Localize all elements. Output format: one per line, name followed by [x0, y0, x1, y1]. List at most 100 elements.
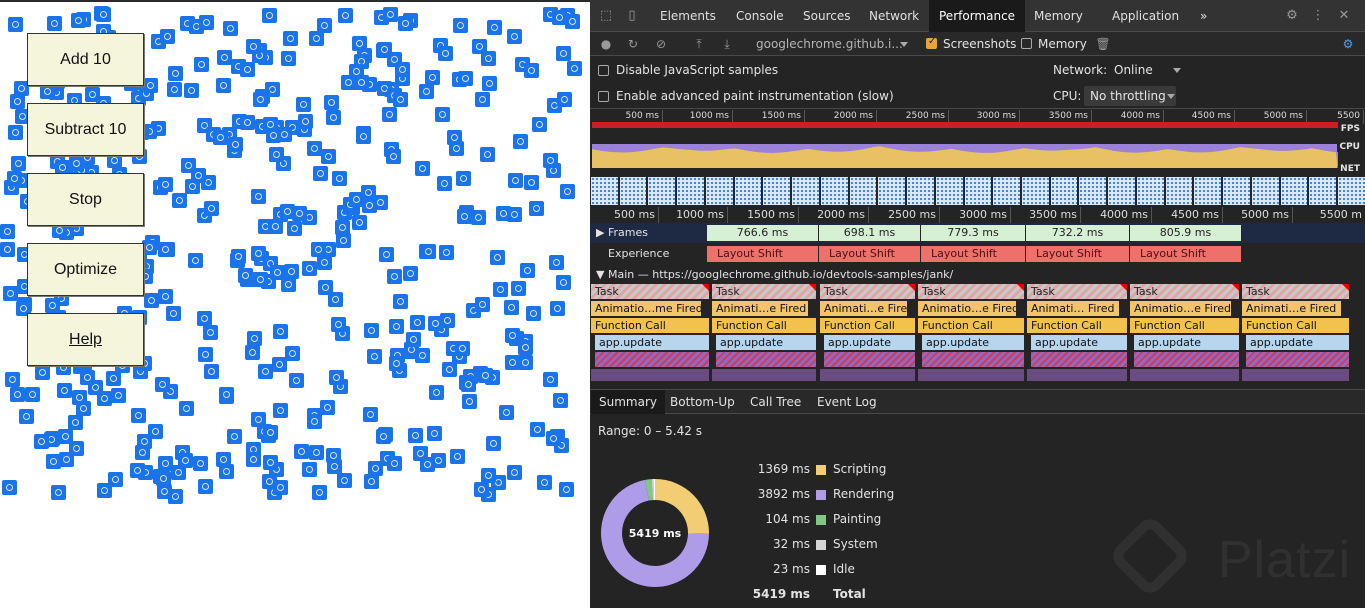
app-update-block[interactable]: app.update — [716, 335, 817, 350]
screenshot-thumbnail[interactable] — [907, 177, 934, 205]
screenshot-thumbnail[interactable] — [993, 177, 1021, 205]
screenshot-thumbnail[interactable] — [763, 177, 791, 205]
screenshot-thumbnail[interactable] — [935, 177, 963, 205]
tab-sources[interactable]: Sources — [803, 9, 851, 23]
screenshot-thumbnail[interactable] — [1079, 177, 1107, 205]
tab-elements[interactable]: Elements — [660, 9, 716, 23]
tab-call-tree[interactable]: Call Tree — [750, 395, 802, 409]
overview-time-ruler[interactable]: 500 ms 1000 ms 1500 ms 2000 ms 2500 ms 3000 m… — [590, 110, 1365, 124]
network-throttle-select[interactable]: Online — [1114, 63, 1153, 77]
screenshot-thumbnail[interactable] — [619, 177, 647, 205]
task-block[interactable]: Task — [1130, 284, 1240, 299]
function-call-block[interactable]: Function Call — [820, 318, 916, 333]
task-block[interactable]: Task — [591, 284, 710, 299]
layout-block[interactable] — [595, 352, 710, 367]
screenshot-thumbnail[interactable] — [1338, 177, 1365, 205]
advanced-paint-checkbox[interactable] — [598, 91, 609, 102]
screenshot-thumbnail[interactable] — [820, 177, 848, 205]
layout-block[interactable] — [1134, 352, 1240, 367]
layout-block[interactable] — [824, 352, 916, 367]
function-call-block[interactable]: Function Call — [1242, 318, 1350, 333]
reload-record-icon[interactable]: ↻ — [627, 37, 639, 51]
frames-track-label[interactable]: ▶ Frames — [596, 226, 648, 239]
app-update-block[interactable]: app.update — [1031, 335, 1128, 350]
function-call-block[interactable]: Function Call — [712, 318, 817, 333]
screenshot-thumbnail[interactable] — [792, 177, 819, 205]
sub-call-block[interactable] — [820, 369, 916, 381]
app-update-block[interactable]: app.update — [1134, 335, 1240, 350]
screenshot-thumbnail[interactable] — [1223, 177, 1250, 205]
app-update-block[interactable]: app.update — [1246, 335, 1350, 350]
task-block[interactable]: Task — [918, 284, 1025, 299]
cpu-throttle-select[interactable]: No throttling — [1084, 86, 1176, 106]
sub-call-block[interactable] — [918, 369, 1025, 381]
layout-block[interactable] — [716, 352, 817, 367]
frame-block[interactable]: 805.9 ms — [1130, 225, 1242, 241]
tab-performance[interactable]: Performance — [929, 0, 1026, 32]
frame-block[interactable]: 766.6 ms — [707, 225, 819, 241]
clear-icon[interactable]: ⊘ — [655, 37, 667, 51]
record-icon[interactable]: ● — [600, 37, 612, 51]
task-block[interactable]: Task — [1027, 284, 1128, 299]
more-tabs-button[interactable]: » — [1200, 9, 1208, 23]
animation-frame-fired-block[interactable]: Animatio…e Fired — [918, 301, 1017, 316]
main-thread-track-label[interactable]: ▼ Main — https://googlechrome.github.io/… — [596, 268, 954, 281]
screenshot-thumbnail[interactable] — [1108, 177, 1135, 205]
animation-frame-fired-block[interactable]: Animati… Fired — [1027, 301, 1120, 316]
screenshot-thumbnail[interactable] — [964, 177, 992, 205]
capture-settings-gear-icon[interactable]: ⚙ — [1342, 37, 1354, 51]
screenshot-thumbnail[interactable] — [1280, 177, 1308, 205]
device-toolbar-icon[interactable]: ▯ — [628, 8, 636, 23]
tab-bottom-up[interactable]: Bottom-Up — [670, 395, 735, 409]
help-link-button[interactable]: Help — [27, 313, 144, 366]
screenshots-checkbox[interactable] — [926, 36, 937, 49]
gear-icon[interactable]: ⚙ — [1286, 8, 1298, 23]
screenshot-thumbnail[interactable] — [849, 177, 877, 205]
upload-profile-icon[interactable]: ⤒ — [696, 37, 702, 51]
screenshot-thumbnail[interactable] — [878, 177, 906, 205]
screenshot-thumbnail[interactable] — [705, 177, 733, 205]
trash-icon[interactable]: 🗑 — [1095, 37, 1111, 51]
animation-frame-fired-block[interactable]: Animatio…me Fired — [591, 301, 702, 316]
frame-block[interactable]: 732.2 ms — [1026, 225, 1130, 241]
memory-checkbox[interactable] — [1021, 38, 1032, 49]
sub-call-block[interactable] — [1027, 369, 1128, 381]
tab-application[interactable]: Application — [1112, 9, 1180, 23]
app-update-block[interactable]: app.update — [922, 335, 1025, 350]
frame-block[interactable]: 779.3 ms — [921, 225, 1026, 241]
screenshot-thumbnail[interactable] — [1022, 177, 1049, 205]
optimize-button[interactable]: Optimize — [27, 243, 144, 296]
screenshot-filmstrip[interactable] — [591, 177, 1365, 205]
screenshot-thumbnail[interactable] — [1050, 177, 1078, 205]
screenshot-thumbnail[interactable] — [1309, 177, 1337, 205]
kebab-menu-icon[interactable]: ⋮ — [1311, 8, 1325, 23]
screenshot-thumbnail[interactable] — [1136, 177, 1164, 205]
screenshot-thumbnail[interactable] — [677, 177, 704, 205]
sub-call-block[interactable] — [591, 369, 710, 381]
tab-event-log[interactable]: Event Log — [817, 395, 877, 409]
function-call-block[interactable]: Function Call — [1130, 318, 1240, 333]
layout-shift-block[interactable]: Layout Shift — [819, 246, 921, 262]
tab-memory[interactable]: Memory — [1034, 9, 1083, 23]
subtract-10-button[interactable]: Subtract 10 — [27, 103, 144, 156]
layout-shift-block[interactable]: Layout Shift — [1130, 246, 1242, 262]
layout-shift-block[interactable]: Layout Shift — [707, 246, 819, 262]
app-update-block[interactable]: app.update — [595, 335, 710, 350]
sub-call-block[interactable] — [1242, 369, 1350, 381]
fps-chart[interactable] — [592, 122, 1338, 128]
task-block[interactable]: Task — [820, 284, 916, 299]
tab-network[interactable]: Network — [869, 9, 920, 23]
animation-frame-fired-block[interactable]: Animati…e Fired — [820, 301, 908, 316]
animation-frame-fired-block[interactable]: Animati…e Fired — [712, 301, 809, 316]
layout-block[interactable] — [1246, 352, 1350, 367]
sub-call-block[interactable] — [712, 369, 817, 381]
screenshot-thumbnail[interactable] — [1194, 177, 1222, 205]
layout-block[interactable] — [1031, 352, 1128, 367]
inspect-element-icon[interactable]: ⬚ — [599, 8, 613, 23]
download-profile-icon[interactable]: ⤓ — [724, 37, 730, 51]
app-update-block[interactable]: app.update — [824, 335, 916, 350]
screenshot-thumbnail[interactable] — [1165, 177, 1193, 205]
layout-shift-block[interactable]: Layout Shift — [1026, 246, 1130, 262]
task-block[interactable]: Task — [1242, 284, 1350, 299]
animation-frame-fired-block[interactable]: Animatio…e Fired — [1130, 301, 1232, 316]
